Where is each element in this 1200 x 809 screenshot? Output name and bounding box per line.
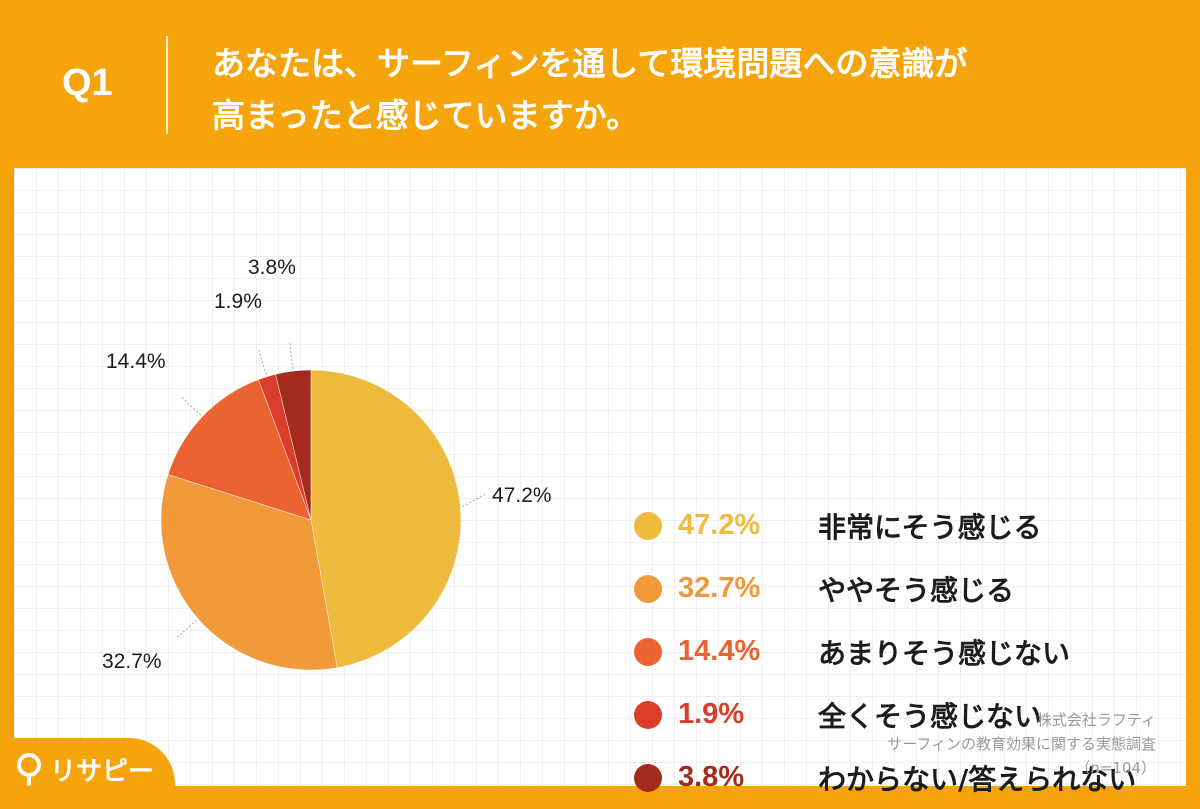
- pie-slice-5: [275, 369, 312, 521]
- legend-label: あまりそう感じない: [818, 636, 1071, 670]
- legend-percent: 3.8%: [678, 761, 745, 793]
- data-label-4: 1.9%: [214, 290, 262, 313]
- pie-slice-2: [160, 474, 338, 671]
- data-label-3: 14.4%: [106, 350, 166, 373]
- legend-percent: 47.2%: [678, 509, 761, 541]
- brand-logo: リサピー: [0, 738, 175, 800]
- header-divider: [166, 36, 168, 134]
- question-line-1: あなたは、サーフィンを通して環境問題への意識が: [212, 44, 968, 83]
- pie-chart: 47.2% 32.7% 14.4% 1.9% 3.8%: [102, 256, 552, 673]
- legend-item-5: 3.8% わからない/答えられない: [634, 746, 1194, 809]
- question-number: Q1: [62, 62, 113, 104]
- data-label-1: 47.2%: [492, 484, 552, 507]
- question-line-2: 高まったと感じていますか。: [212, 96, 640, 135]
- source-company: 株式会社ラフティ: [1036, 711, 1156, 729]
- pie-slice-3: [167, 379, 312, 521]
- data-label-5: 3.8%: [248, 256, 296, 279]
- legend-swatch: [634, 700, 662, 729]
- legend-percent: 1.9%: [678, 698, 745, 730]
- chart-card: 47.2% 32.7% 14.4% 1.9% 3.8% 47.2% 非常にそう感じる 32.…: [14, 168, 1186, 796]
- question-title: あなたは、サーフィンを通して環境問題への意識が 高まったと感じていますか。: [212, 38, 1172, 142]
- legend-swatch: [634, 511, 662, 540]
- pie-slice-1: [310, 369, 462, 668]
- leader-line-1: [462, 493, 487, 508]
- legend-percent: 32.7%: [678, 572, 761, 604]
- legend-label: わからない/答えられない: [818, 762, 1137, 796]
- source-note: 株式会社ラフティ サーフィンの教育効果に関する実態調査 （n=104）: [887, 708, 1156, 780]
- legend-swatch: [634, 763, 662, 792]
- pin-icon: [17, 753, 41, 786]
- legend-label: ややそう感じる: [818, 573, 1015, 607]
- leader-line-4: [257, 347, 267, 375]
- legend-item-1: 47.2% 非常にそう感じる: [634, 494, 1194, 557]
- legend-item-4: 1.9% 全くそう感じない: [634, 683, 1194, 746]
- leader-line-5: [289, 341, 294, 370]
- legend-label: 非常にそう感じる: [818, 510, 1042, 544]
- legend-swatch: [634, 637, 662, 666]
- brand-name: リサピー: [50, 756, 155, 787]
- header: Q1 あなたは、サーフィンを通して環境問題への意識が 高まったと感じていますか。: [0, 0, 1200, 168]
- leader-line-2: [175, 619, 197, 639]
- legend-label: 全くそう感じない: [818, 699, 1043, 733]
- source-sample: （n=104）: [1075, 759, 1156, 777]
- legend: 47.2% 非常にそう感じる 32.7% ややそう感じる 14.4% あまりそう感じない 1…: [634, 494, 1194, 809]
- data-label-2: 32.7%: [102, 650, 162, 673]
- legend-item-3: 14.4% あまりそう感じない: [634, 620, 1194, 683]
- leader-line-3: [180, 395, 202, 416]
- legend-percent: 14.4%: [678, 635, 761, 667]
- legend-item-2: 32.7% ややそう感じる: [634, 557, 1194, 620]
- source-survey: サーフィンの教育効果に関する実態調査: [887, 735, 1156, 753]
- legend-swatch: [634, 574, 662, 603]
